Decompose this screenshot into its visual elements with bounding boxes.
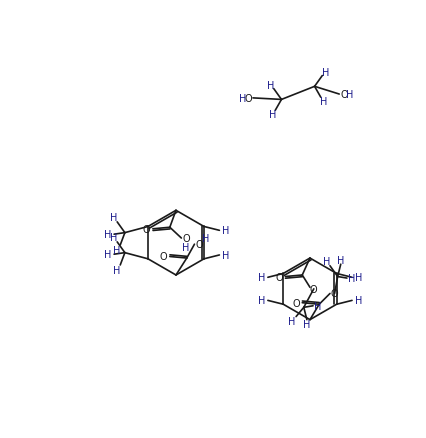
Text: O: O <box>143 224 150 234</box>
Text: O: O <box>331 289 338 299</box>
Text: O: O <box>310 284 318 294</box>
Text: H: H <box>182 243 190 253</box>
Text: H: H <box>113 245 121 255</box>
Text: H: H <box>323 257 331 266</box>
Text: H: H <box>258 273 265 283</box>
Text: H: H <box>239 94 246 104</box>
Text: O: O <box>275 272 283 282</box>
Text: H: H <box>314 301 321 311</box>
Text: H: H <box>348 273 355 283</box>
Text: H: H <box>258 296 265 306</box>
Text: H: H <box>267 81 274 91</box>
Text: H: H <box>222 226 229 236</box>
Text: H: H <box>346 90 354 100</box>
Text: H: H <box>110 213 118 223</box>
Text: O: O <box>182 233 190 244</box>
Text: H: H <box>113 265 121 275</box>
Text: H: H <box>354 296 362 306</box>
Text: H: H <box>337 255 345 265</box>
Text: H: H <box>303 320 311 329</box>
Text: H: H <box>354 273 362 283</box>
Text: O: O <box>160 252 167 262</box>
Text: H: H <box>110 233 118 243</box>
Text: H: H <box>322 67 329 78</box>
Text: O: O <box>340 90 348 100</box>
Text: O: O <box>195 240 203 250</box>
Text: O: O <box>292 298 300 308</box>
Text: O: O <box>245 94 252 104</box>
Text: H: H <box>201 233 209 244</box>
Text: H: H <box>288 317 295 326</box>
Text: H: H <box>320 97 328 107</box>
Text: H: H <box>268 110 276 120</box>
Text: H: H <box>104 250 112 260</box>
Text: H: H <box>222 251 229 260</box>
Text: H: H <box>104 230 112 240</box>
